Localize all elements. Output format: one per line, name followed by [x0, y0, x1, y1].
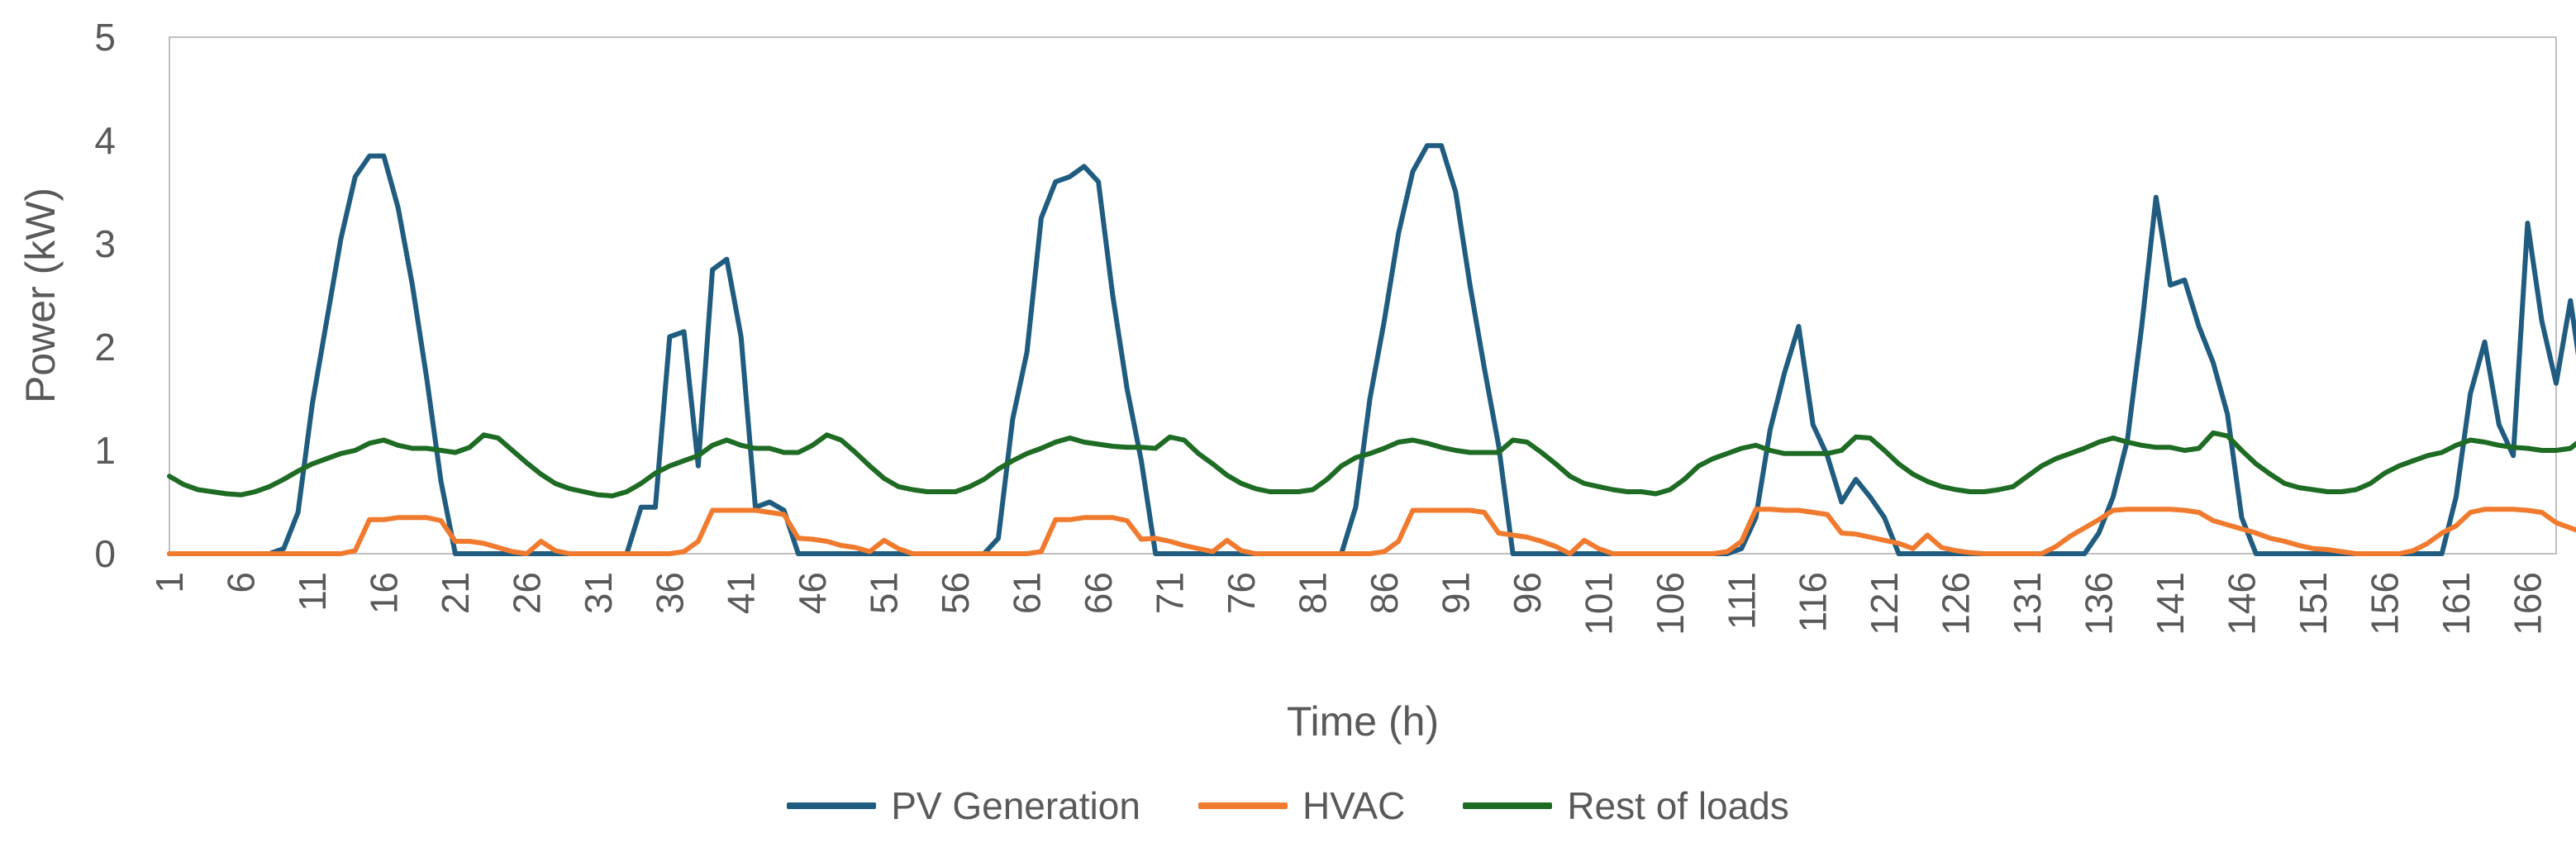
y-tick-label: 1	[94, 429, 116, 472]
x-tick-label: 11	[291, 572, 334, 612]
x-tick-label: 66	[1077, 572, 1120, 614]
x-tick-label: 16	[362, 572, 405, 614]
x-tick-label: 56	[934, 572, 977, 614]
y-axis-title: Power (kW)	[17, 188, 64, 403]
series-lines	[167, 143, 2576, 556]
x-tick-label: 81	[1291, 572, 1334, 614]
x-tick-label: 136	[2078, 572, 2121, 636]
y-tick-label: 4	[94, 119, 116, 162]
series-line-hvac	[167, 507, 2576, 556]
x-tick-label: 6	[219, 572, 262, 593]
x-axis-title: Time (h)	[1287, 698, 1439, 745]
x-tick-label: 61	[1006, 572, 1049, 614]
legend-swatch-hvac	[1198, 802, 1288, 809]
x-tick-label: 21	[434, 572, 477, 614]
x-tick-label: 166	[2506, 572, 2549, 636]
x-tick-label: 106	[1649, 572, 1692, 636]
x-tick-label: 131	[2006, 572, 2049, 636]
x-tick-label: 161	[2435, 572, 2478, 636]
x-tick-label: 121	[1863, 572, 1906, 636]
x-tick-label: 71	[1149, 572, 1192, 614]
x-tick-label: 126	[1935, 572, 1978, 636]
legend-swatch-rest	[1463, 802, 1553, 809]
x-tick-label: 156	[2363, 572, 2406, 636]
legend: PV Generation HVAC Rest of loads	[0, 783, 2576, 828]
series-line-rest-of-loads	[167, 430, 2576, 498]
x-tick-label: 41	[720, 572, 763, 614]
x-tick-label: 1	[148, 572, 191, 593]
x-tick-label: 96	[1506, 572, 1549, 614]
y-tick-label: 2	[94, 326, 116, 369]
x-tick-label: 36	[648, 572, 691, 614]
legend-item-rest: Rest of loads	[1463, 783, 1789, 828]
y-tick-label: 3	[94, 222, 116, 265]
x-tick-label: 26	[505, 572, 548, 614]
y-tick-label: 5	[94, 16, 116, 59]
legend-label-hvac: HVAC	[1302, 784, 1406, 827]
legend-label-pv: PV Generation	[891, 784, 1140, 827]
x-tick-label: 31	[577, 572, 620, 614]
y-tick-label: 0	[94, 532, 116, 575]
y-axis-ticks: 0 1 2 3 4 5	[94, 16, 116, 575]
x-tick-label: 91	[1434, 572, 1477, 614]
legend-item-hvac: HVAC	[1198, 783, 1405, 828]
x-tick-label: 111	[1720, 572, 1763, 630]
x-tick-label: 51	[863, 572, 906, 614]
x-tick-label: 141	[2149, 572, 2192, 636]
x-tick-label: 46	[791, 572, 834, 614]
x-tick-label: 76	[1220, 572, 1263, 614]
x-tick-label: 86	[1363, 572, 1406, 614]
x-tick-label: 151	[2292, 572, 2335, 636]
legend-item-pv: PV Generation	[787, 783, 1140, 828]
x-tick-label: 116	[1792, 572, 1835, 632]
x-axis-ticks: 1 6 11 16 21 26 31 36 41 46 51 56 61 66 71 76 81 86 91 96 10…	[148, 572, 2549, 636]
plot-area	[169, 36, 2557, 555]
x-tick-label: 101	[1577, 572, 1620, 636]
x-tick-label: 146	[2221, 572, 2264, 636]
legend-swatch-pv	[787, 802, 877, 809]
legend-label-rest: Rest of loads	[1567, 784, 1789, 827]
